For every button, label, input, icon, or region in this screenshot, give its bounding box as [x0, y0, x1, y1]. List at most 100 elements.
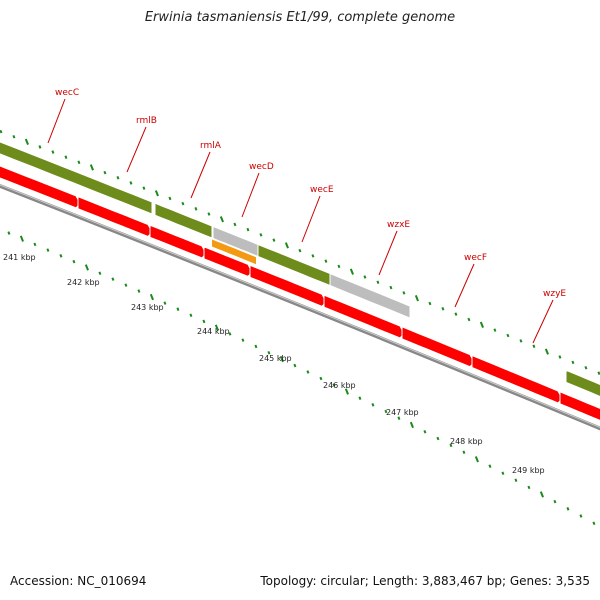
- scale-label: 248 kbp: [450, 437, 483, 446]
- scale-tick: [189, 313, 193, 318]
- gene-leader-line: [241, 172, 260, 218]
- scale-tick: [72, 259, 76, 264]
- scale-tick: [84, 264, 89, 271]
- scale-tick: [279, 355, 284, 363]
- scale-tick: [462, 450, 466, 455]
- outer-tick: [298, 248, 302, 253]
- gene-label-rmlA: rmlA: [200, 141, 222, 151]
- scale-label: 247 kbp: [386, 408, 419, 417]
- outer-tick: [349, 268, 354, 275]
- outer-tick: [519, 339, 523, 343]
- scale-labels: 241 kbp 242 kbp 243 kbp 244 kbp 245 kbp 246 k…: [3, 253, 545, 475]
- outer-tick: [571, 360, 575, 365]
- gene-labels: wecC rmlB rmlA wecD wecE wzxE wecF wzyE: [47, 88, 566, 344]
- gene-orange: [212, 239, 256, 265]
- scale-tick: [397, 416, 401, 420]
- scale-tick: [592, 521, 596, 526]
- outer-tick: [363, 275, 367, 279]
- outer-tick: [376, 280, 380, 285]
- gene-label-rmlB: rmlB: [136, 116, 157, 126]
- outer-tick: [194, 207, 198, 211]
- gene-leader-line: [190, 151, 211, 199]
- scale-label: 241 kbp: [3, 253, 36, 262]
- outer-tick: [129, 181, 133, 185]
- scale-tick: [371, 403, 375, 407]
- outer-tick: [0, 129, 3, 134]
- gene-leader-line: [301, 195, 321, 243]
- outer-tick: [77, 160, 81, 165]
- gene-leader-line: [378, 230, 398, 276]
- scale-tick: [163, 301, 167, 305]
- tick-dots: [0, 129, 600, 526]
- outer-tick: [24, 138, 29, 145]
- reverse-strand-genes: [0, 165, 600, 421]
- scale-tick: [241, 338, 245, 342]
- outer-tick: [467, 317, 471, 322]
- gene-label-wecD: wecD: [249, 162, 274, 172]
- scale-tick: [124, 283, 128, 287]
- outer-tick: [414, 295, 419, 302]
- scale-tick: [111, 277, 115, 281]
- scale-tick: [46, 248, 50, 252]
- scale-tick: [423, 429, 427, 434]
- scale-tick: [33, 242, 37, 247]
- outer-tick: [532, 344, 536, 349]
- scale-tick: [19, 235, 24, 242]
- gene-leader-line: [532, 299, 554, 344]
- backbone-line: [0, 183, 600, 431]
- gene-leader-line: [126, 126, 147, 173]
- outer-tick: [142, 186, 146, 190]
- scale-label: 242 kbp: [67, 278, 100, 287]
- outer-tick: [584, 366, 588, 370]
- scale-tick: [319, 376, 323, 381]
- outer-tick: [64, 155, 68, 159]
- outer-tick: [12, 134, 16, 139]
- outer-tick: [311, 254, 315, 258]
- gene-rmlB: [154, 202, 213, 239]
- outer-tick: [272, 238, 276, 242]
- gene-leader-line: [47, 98, 66, 144]
- gene-label-wecE: wecE: [310, 185, 334, 195]
- scale-tick: [202, 319, 206, 324]
- outer-tick: [259, 233, 263, 237]
- forward-strand-genes: [0, 141, 600, 397]
- outer-tick: [233, 222, 237, 227]
- outer-tick: [284, 242, 289, 249]
- outer-tick: [441, 307, 445, 311]
- gene-next: [565, 369, 600, 397]
- outer-tick: [558, 355, 562, 359]
- scale-label: 245 kbp: [259, 354, 292, 363]
- gene-wecC: [0, 141, 153, 215]
- gene-label-wecC: wecC: [55, 88, 79, 98]
- gene-leader-line: [454, 263, 475, 308]
- scale-tick: [267, 351, 271, 355]
- scale-tick: [579, 514, 583, 518]
- scale-tick: [293, 363, 297, 368]
- scale-tick: [436, 436, 440, 441]
- outer-tick: [544, 348, 549, 355]
- outer-tick: [479, 321, 484, 328]
- scale-tick: [98, 271, 102, 276]
- scale-tick: [384, 409, 388, 414]
- outer-tick: [116, 175, 120, 180]
- scale-tick: [501, 471, 505, 475]
- scale-tick: [228, 332, 232, 336]
- scale-tick: [409, 421, 414, 429]
- scale-tick: [149, 293, 154, 301]
- outer-tick: [324, 259, 328, 263]
- outer-tick: [428, 301, 432, 306]
- scale-label: 244 kbp: [197, 327, 230, 336]
- scale-tick: [344, 388, 349, 395]
- scale-label: 246 kbp: [323, 381, 356, 390]
- accession-text: Accession: NC_010694: [10, 574, 147, 588]
- scale-tick: [332, 383, 336, 387]
- scale-tick: [488, 464, 492, 468]
- outer-tick: [246, 227, 250, 232]
- gene-wecE-wzxE: [329, 272, 411, 319]
- scale-label: 243 kbp: [131, 303, 164, 312]
- scale-tick: [254, 344, 258, 349]
- scale-tick: [176, 307, 180, 311]
- scale-label: 249 kbp: [512, 466, 545, 475]
- outer-tick: [89, 164, 94, 171]
